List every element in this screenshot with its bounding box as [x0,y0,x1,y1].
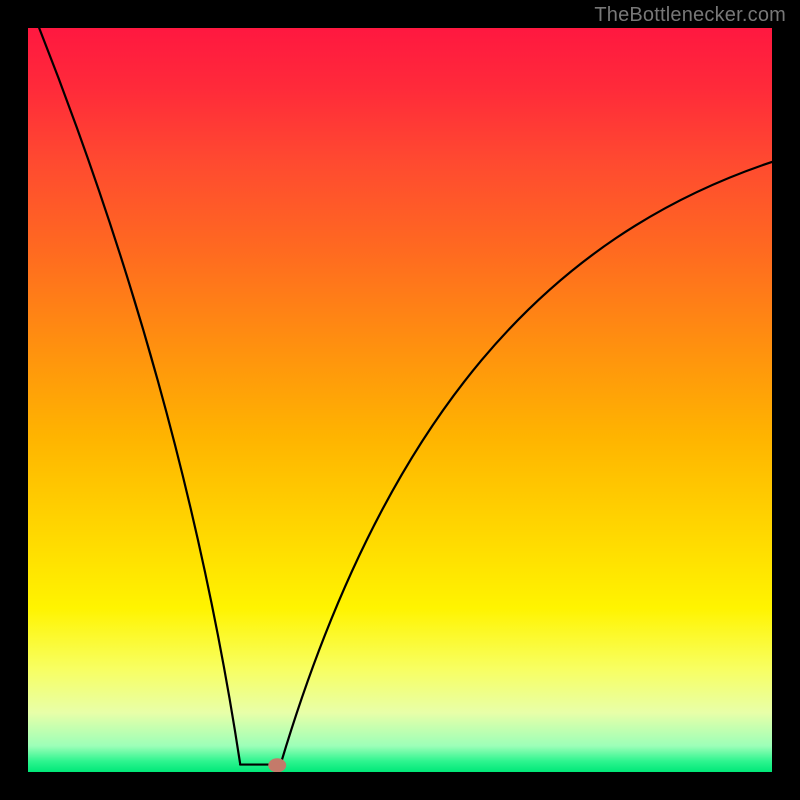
optimum-marker [268,758,286,772]
plot-area [28,28,772,772]
bottleneck-curve [28,28,772,772]
chart-frame: TheBottlenecker.com [0,0,800,800]
watermark-text: TheBottlenecker.com [594,4,786,27]
